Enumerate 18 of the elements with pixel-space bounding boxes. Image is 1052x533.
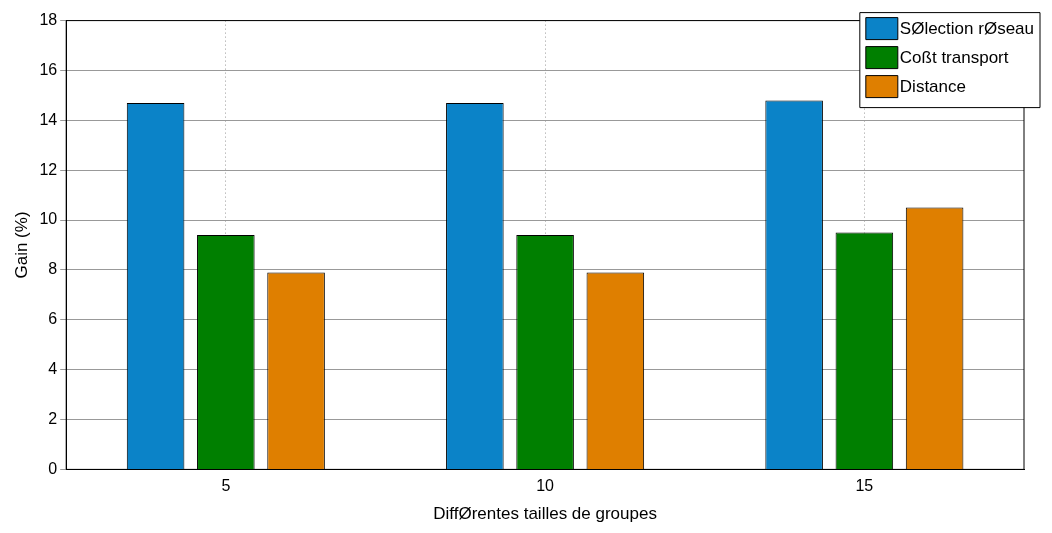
y-tick-label: 18 bbox=[39, 11, 58, 29]
y-axis-title: Gain (%) bbox=[11, 211, 31, 279]
legend-label: SØlection rØseau bbox=[899, 19, 1035, 39]
y-tick-label: 10 bbox=[39, 210, 58, 228]
y-tick-label: 4 bbox=[48, 360, 58, 378]
y-tick-label: 0 bbox=[48, 459, 58, 477]
x-tick-label: 10 bbox=[536, 477, 555, 495]
x-axis-title: DiffØrentes tailles de groupes bbox=[433, 504, 657, 524]
y-tick-label: 2 bbox=[48, 409, 58, 427]
y-tick-label: 6 bbox=[48, 310, 58, 328]
x-tick-label: 5 bbox=[221, 477, 231, 495]
legend-label: Distance bbox=[899, 77, 966, 97]
y-tick-label: 8 bbox=[48, 260, 58, 278]
legend-label: Coßt transport bbox=[899, 48, 1009, 68]
y-tick-label: 16 bbox=[39, 60, 58, 78]
x-tick-label: 15 bbox=[855, 477, 874, 495]
y-tick-label: 14 bbox=[39, 110, 58, 128]
y-tick-label: 12 bbox=[39, 160, 58, 178]
